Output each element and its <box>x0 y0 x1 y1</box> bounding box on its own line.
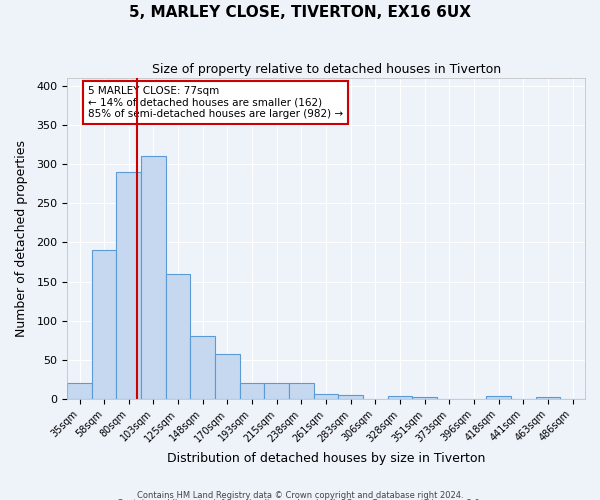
Bar <box>314 394 338 399</box>
X-axis label: Distribution of detached houses by size in Tiverton: Distribution of detached houses by size … <box>167 452 485 465</box>
Text: Contains HM Land Registry data © Crown copyright and database right 2024.: Contains HM Land Registry data © Crown c… <box>137 490 463 500</box>
Bar <box>215 354 240 399</box>
Bar <box>116 172 141 399</box>
Bar <box>190 336 215 399</box>
Y-axis label: Number of detached properties: Number of detached properties <box>15 140 28 337</box>
Bar <box>412 398 437 399</box>
Bar <box>67 384 92 399</box>
Bar <box>92 250 116 399</box>
Bar <box>265 384 289 399</box>
Bar <box>166 274 190 399</box>
Bar <box>338 395 363 399</box>
Title: Size of property relative to detached houses in Tiverton: Size of property relative to detached ho… <box>152 62 500 76</box>
Text: 5 MARLEY CLOSE: 77sqm
← 14% of detached houses are smaller (162)
85% of semi-det: 5 MARLEY CLOSE: 77sqm ← 14% of detached … <box>88 86 343 120</box>
Text: 5, MARLEY CLOSE, TIVERTON, EX16 6UX: 5, MARLEY CLOSE, TIVERTON, EX16 6UX <box>129 5 471 20</box>
Bar <box>141 156 166 399</box>
Bar <box>289 384 314 399</box>
Bar <box>487 396 511 399</box>
Bar <box>240 382 265 399</box>
Bar <box>388 396 412 399</box>
Bar <box>536 396 560 399</box>
